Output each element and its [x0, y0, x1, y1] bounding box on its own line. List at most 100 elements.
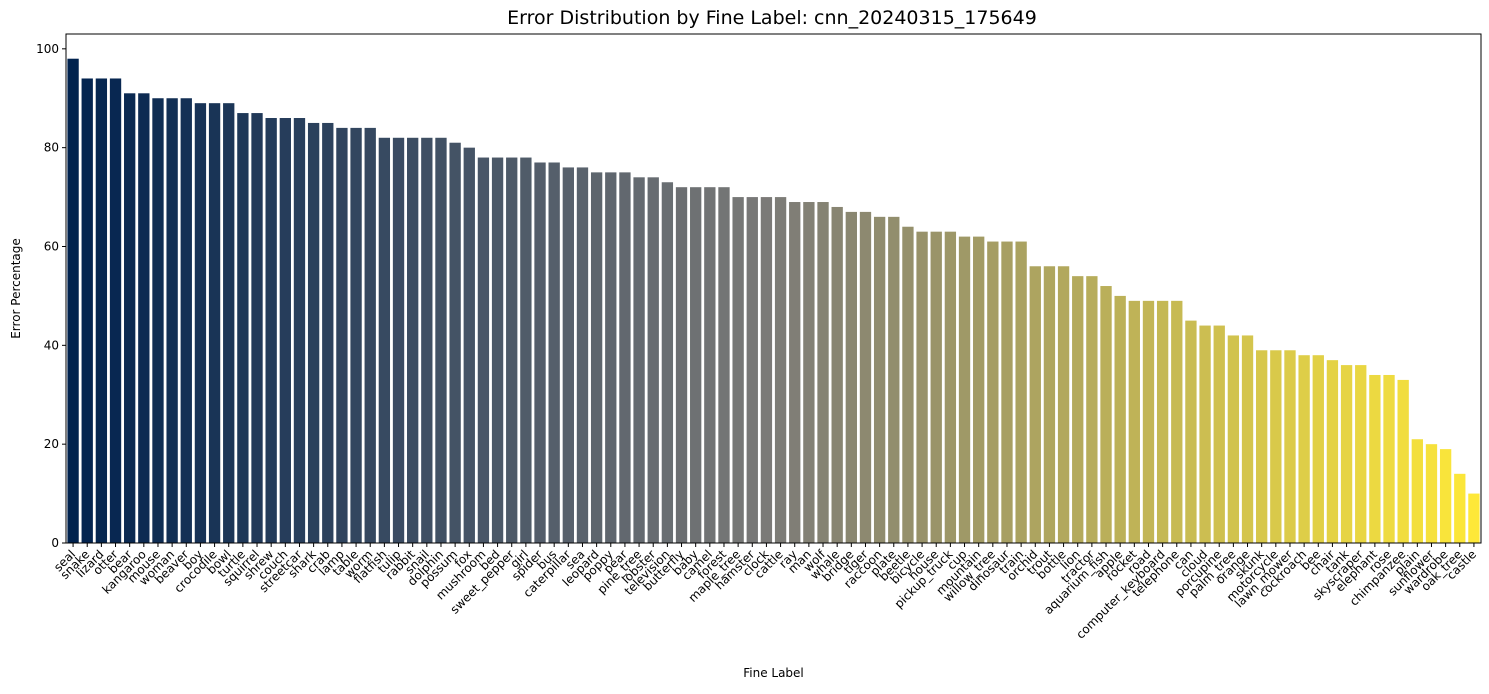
- bar-train: [1015, 241, 1027, 544]
- bar-table: [350, 127, 362, 543]
- bar-bear: [124, 93, 136, 544]
- bar-castle: [1468, 493, 1480, 543]
- bar-television: [661, 182, 674, 543]
- bar-apple: [1114, 295, 1126, 543]
- bar-elephant: [1369, 374, 1381, 543]
- bar-streetcar: [293, 118, 306, 543]
- bar-boy: [194, 103, 207, 544]
- bar-pickup_truck: [944, 231, 957, 544]
- y-tick-label: 60: [44, 239, 59, 253]
- bar-cup: [958, 236, 971, 544]
- bar-shark: [307, 122, 320, 543]
- bar-sweet_pepper: [506, 157, 518, 544]
- bar-butterfly: [675, 187, 688, 543]
- y-tick-label: 0: [51, 536, 59, 550]
- bar-lamp: [336, 127, 348, 543]
- bar-shrew: [265, 118, 277, 543]
- bar-trout: [1043, 266, 1056, 543]
- bar-rocket: [1128, 300, 1140, 543]
- plot-frame: [65, 33, 1482, 544]
- bar-cockroach: [1298, 355, 1310, 543]
- bar-hamster: [746, 197, 758, 543]
- bar-mushroom: [477, 157, 490, 544]
- bar-beetle: [902, 226, 914, 544]
- y-axis: 0 20 40 60 80 100: [36, 42, 66, 550]
- bar-bridge: [845, 211, 857, 543]
- bar-poppy: [605, 172, 617, 543]
- bar-clock: [760, 197, 773, 543]
- bar-mountain: [973, 236, 985, 544]
- bar-crocodile: [208, 103, 221, 544]
- bar-flatfish: [378, 137, 391, 543]
- bar-rose: [1383, 374, 1395, 543]
- bar-orange: [1241, 335, 1254, 543]
- bar-lobster: [647, 177, 659, 543]
- bar-sunflower: [1425, 444, 1438, 543]
- x-axis-title: Fine Label: [743, 666, 804, 680]
- bar-bottle: [1057, 266, 1070, 543]
- bar-lawn_mower: [1284, 350, 1296, 543]
- bar-cloud: [1199, 325, 1211, 543]
- bar-lizard: [95, 78, 108, 543]
- bar-dinosaur: [1001, 241, 1013, 544]
- bar-bicycle: [916, 231, 928, 544]
- bar-possum: [449, 142, 461, 543]
- bar-girl: [520, 157, 532, 544]
- bars-group: [67, 58, 1480, 544]
- y-tick-label: 80: [44, 141, 59, 155]
- bar-skunk: [1256, 350, 1268, 543]
- x-axis: sealsnakelizardotterbearkangaroomousewom…: [51, 543, 1479, 642]
- bar-leopard: [590, 172, 603, 543]
- bar-palm_tree: [1227, 335, 1240, 543]
- bar-willow_tree: [987, 241, 999, 544]
- bar-caterpillar: [562, 167, 574, 543]
- bar-chair: [1326, 360, 1339, 543]
- bar-cattle: [774, 197, 787, 543]
- y-tick-label: 20: [44, 437, 59, 451]
- bar-bowl: [223, 103, 235, 544]
- bar-turtle: [237, 113, 249, 543]
- bar-pine_tree: [633, 177, 645, 543]
- y-tick-label: 40: [44, 338, 59, 352]
- bar-bus: [548, 162, 560, 544]
- bar-rabbit: [407, 137, 419, 543]
- bar-ray: [789, 202, 801, 543]
- bar-spider: [534, 162, 546, 544]
- bar-sea: [576, 167, 589, 543]
- bar-motorcycle: [1270, 350, 1282, 543]
- bar-tank: [1340, 365, 1353, 543]
- bar-raccoon: [873, 216, 886, 543]
- bar-kangaroo: [138, 93, 150, 544]
- bar-skyscraper: [1355, 365, 1367, 543]
- bar-otter: [109, 78, 122, 543]
- bar-pear: [619, 172, 631, 543]
- bar-camel: [704, 187, 716, 543]
- bar-chimpanzee: [1397, 379, 1409, 543]
- bar-squirrel: [251, 113, 263, 543]
- bar-fox: [463, 147, 475, 543]
- bar-couch: [279, 118, 291, 543]
- bar-plate: [888, 216, 900, 543]
- bar-wolf: [817, 202, 829, 543]
- bar-dolphin: [435, 137, 447, 543]
- chart-title: Error Distribution by Fine Label: cnn_20…: [507, 7, 1037, 29]
- bar-whale: [831, 206, 843, 543]
- bar-aquarium_fish: [1100, 286, 1112, 543]
- bar-worm: [364, 127, 376, 543]
- bar-wardrobe: [1439, 449, 1452, 543]
- bar-tractor: [1086, 276, 1098, 543]
- bar-lion: [1072, 276, 1084, 543]
- y-tick-label: 100: [36, 42, 59, 56]
- bar-telephone: [1171, 300, 1183, 543]
- bar-tulip: [392, 137, 405, 543]
- bar-woman: [166, 98, 178, 544]
- bar-road: [1142, 300, 1155, 543]
- bar-bed: [491, 157, 504, 544]
- bar-baby: [690, 187, 702, 543]
- bar-forest: [718, 187, 730, 543]
- bar-porcupine: [1213, 325, 1225, 543]
- bar-maple_tree: [732, 197, 744, 543]
- bar-orchid: [1029, 266, 1041, 543]
